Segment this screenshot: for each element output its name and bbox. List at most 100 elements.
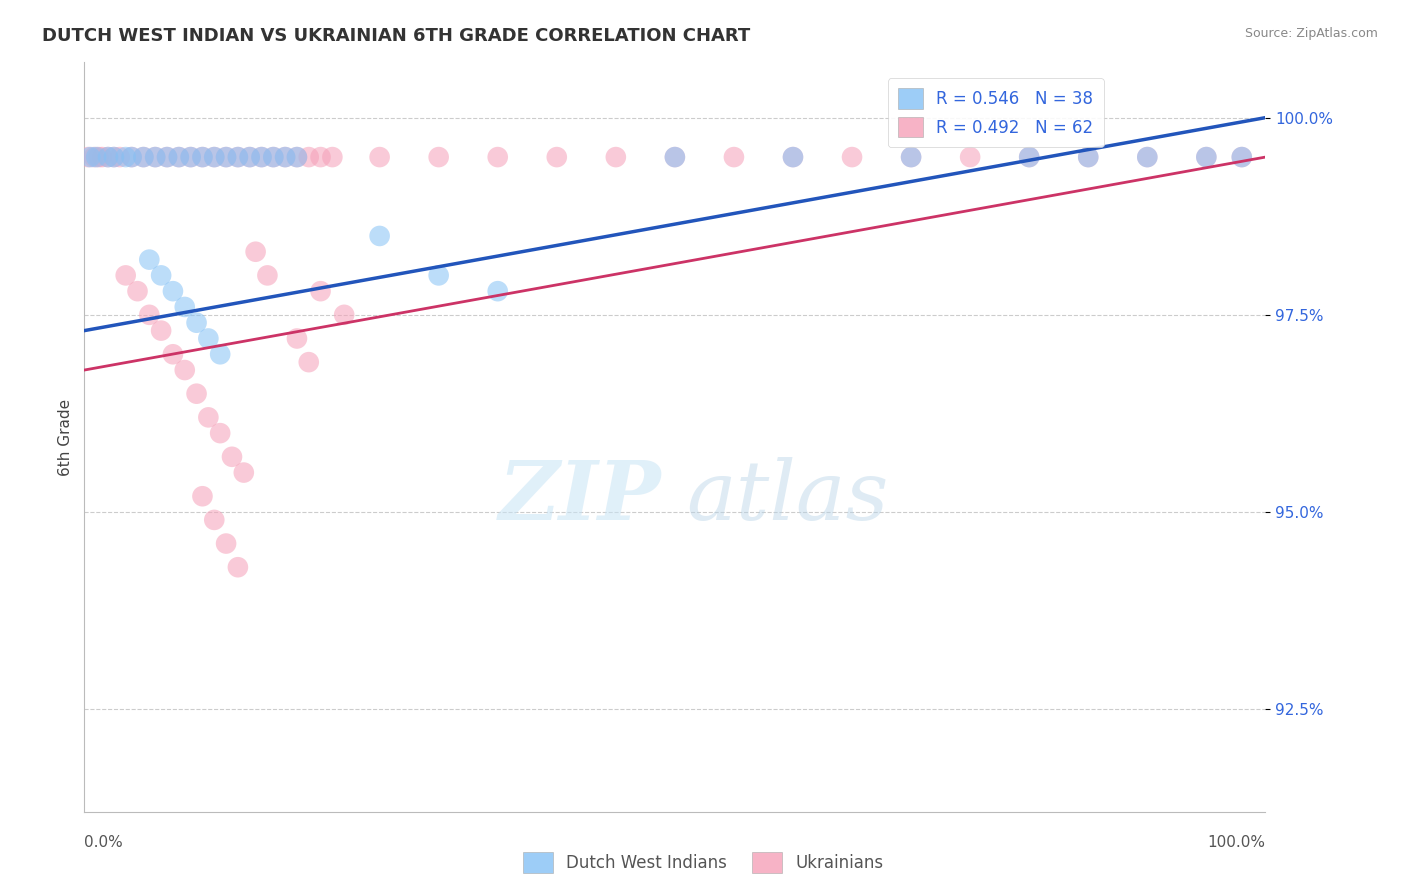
Point xyxy=(1195,150,1218,164)
Point xyxy=(1230,150,1253,164)
Point xyxy=(900,150,922,164)
Point xyxy=(167,150,190,164)
Point xyxy=(121,150,143,164)
Text: ZIP: ZIP xyxy=(499,457,662,537)
Point xyxy=(285,150,308,164)
Point xyxy=(121,150,143,164)
Point xyxy=(197,410,219,425)
Point xyxy=(202,150,225,164)
Legend: Dutch West Indians, Ukrainians: Dutch West Indians, Ukrainians xyxy=(516,846,890,880)
Point xyxy=(209,347,232,361)
Point xyxy=(108,150,131,164)
Point xyxy=(162,347,184,361)
Point xyxy=(103,150,125,164)
Point xyxy=(173,300,195,314)
Point xyxy=(841,150,863,164)
Point xyxy=(321,150,343,164)
Point xyxy=(1077,150,1099,164)
Point xyxy=(132,150,155,164)
Point xyxy=(202,150,225,164)
Point xyxy=(232,466,254,480)
Point xyxy=(209,426,232,441)
Point xyxy=(221,450,243,464)
Text: Source: ZipAtlas.com: Source: ZipAtlas.com xyxy=(1244,27,1378,40)
Point xyxy=(97,150,120,164)
Point xyxy=(664,150,686,164)
Point xyxy=(309,284,332,298)
Point xyxy=(309,150,332,164)
Point xyxy=(215,150,238,164)
Point xyxy=(250,150,273,164)
Point xyxy=(1230,150,1253,164)
Point xyxy=(162,284,184,298)
Point xyxy=(226,150,249,164)
Point xyxy=(274,150,297,164)
Point xyxy=(605,150,627,164)
Point xyxy=(298,355,321,369)
Point xyxy=(723,150,745,164)
Point xyxy=(245,244,267,259)
Point xyxy=(250,150,273,164)
Point xyxy=(285,331,308,345)
Point xyxy=(77,150,100,164)
Legend: R = 0.546   N = 38, R = 0.492   N = 62: R = 0.546 N = 38, R = 0.492 N = 62 xyxy=(889,78,1104,147)
Point xyxy=(486,284,509,298)
Point xyxy=(1136,150,1159,164)
Point xyxy=(79,150,101,164)
Point xyxy=(298,150,321,164)
Point xyxy=(215,150,238,164)
Point xyxy=(239,150,262,164)
Point xyxy=(191,489,214,503)
Point xyxy=(782,150,804,164)
Text: DUTCH WEST INDIAN VS UKRAINIAN 6TH GRADE CORRELATION CHART: DUTCH WEST INDIAN VS UKRAINIAN 6TH GRADE… xyxy=(42,27,751,45)
Point xyxy=(186,316,208,330)
Point xyxy=(368,150,391,164)
Point xyxy=(664,150,686,164)
Point xyxy=(285,150,308,164)
Point xyxy=(87,150,110,164)
Point xyxy=(900,150,922,164)
Point xyxy=(1018,150,1040,164)
Point xyxy=(1136,150,1159,164)
Point xyxy=(180,150,202,164)
Text: 100.0%: 100.0% xyxy=(1208,836,1265,850)
Point xyxy=(103,150,125,164)
Point xyxy=(180,150,202,164)
Point xyxy=(156,150,179,164)
Point xyxy=(127,284,149,298)
Point xyxy=(256,268,278,283)
Point xyxy=(215,536,238,550)
Point xyxy=(143,150,166,164)
Point xyxy=(132,150,155,164)
Point xyxy=(959,150,981,164)
Text: atlas: atlas xyxy=(686,457,889,537)
Point xyxy=(1077,150,1099,164)
Point xyxy=(546,150,568,164)
Point xyxy=(114,150,136,164)
Point xyxy=(226,560,249,574)
Point xyxy=(91,150,114,164)
Point xyxy=(226,150,249,164)
Point xyxy=(368,229,391,244)
Point xyxy=(156,150,179,164)
Point xyxy=(333,308,356,322)
Point xyxy=(143,150,166,164)
Point xyxy=(97,150,120,164)
Point xyxy=(202,513,225,527)
Point xyxy=(782,150,804,164)
Point xyxy=(427,268,450,283)
Point xyxy=(191,150,214,164)
Point xyxy=(239,150,262,164)
Point xyxy=(186,386,208,401)
Point xyxy=(138,308,160,322)
Point xyxy=(262,150,284,164)
Point xyxy=(150,268,173,283)
Point xyxy=(138,252,160,267)
Y-axis label: 6th Grade: 6th Grade xyxy=(58,399,73,475)
Point xyxy=(1195,150,1218,164)
Point xyxy=(114,268,136,283)
Point xyxy=(167,150,190,164)
Point xyxy=(427,150,450,164)
Point xyxy=(173,363,195,377)
Point xyxy=(150,324,173,338)
